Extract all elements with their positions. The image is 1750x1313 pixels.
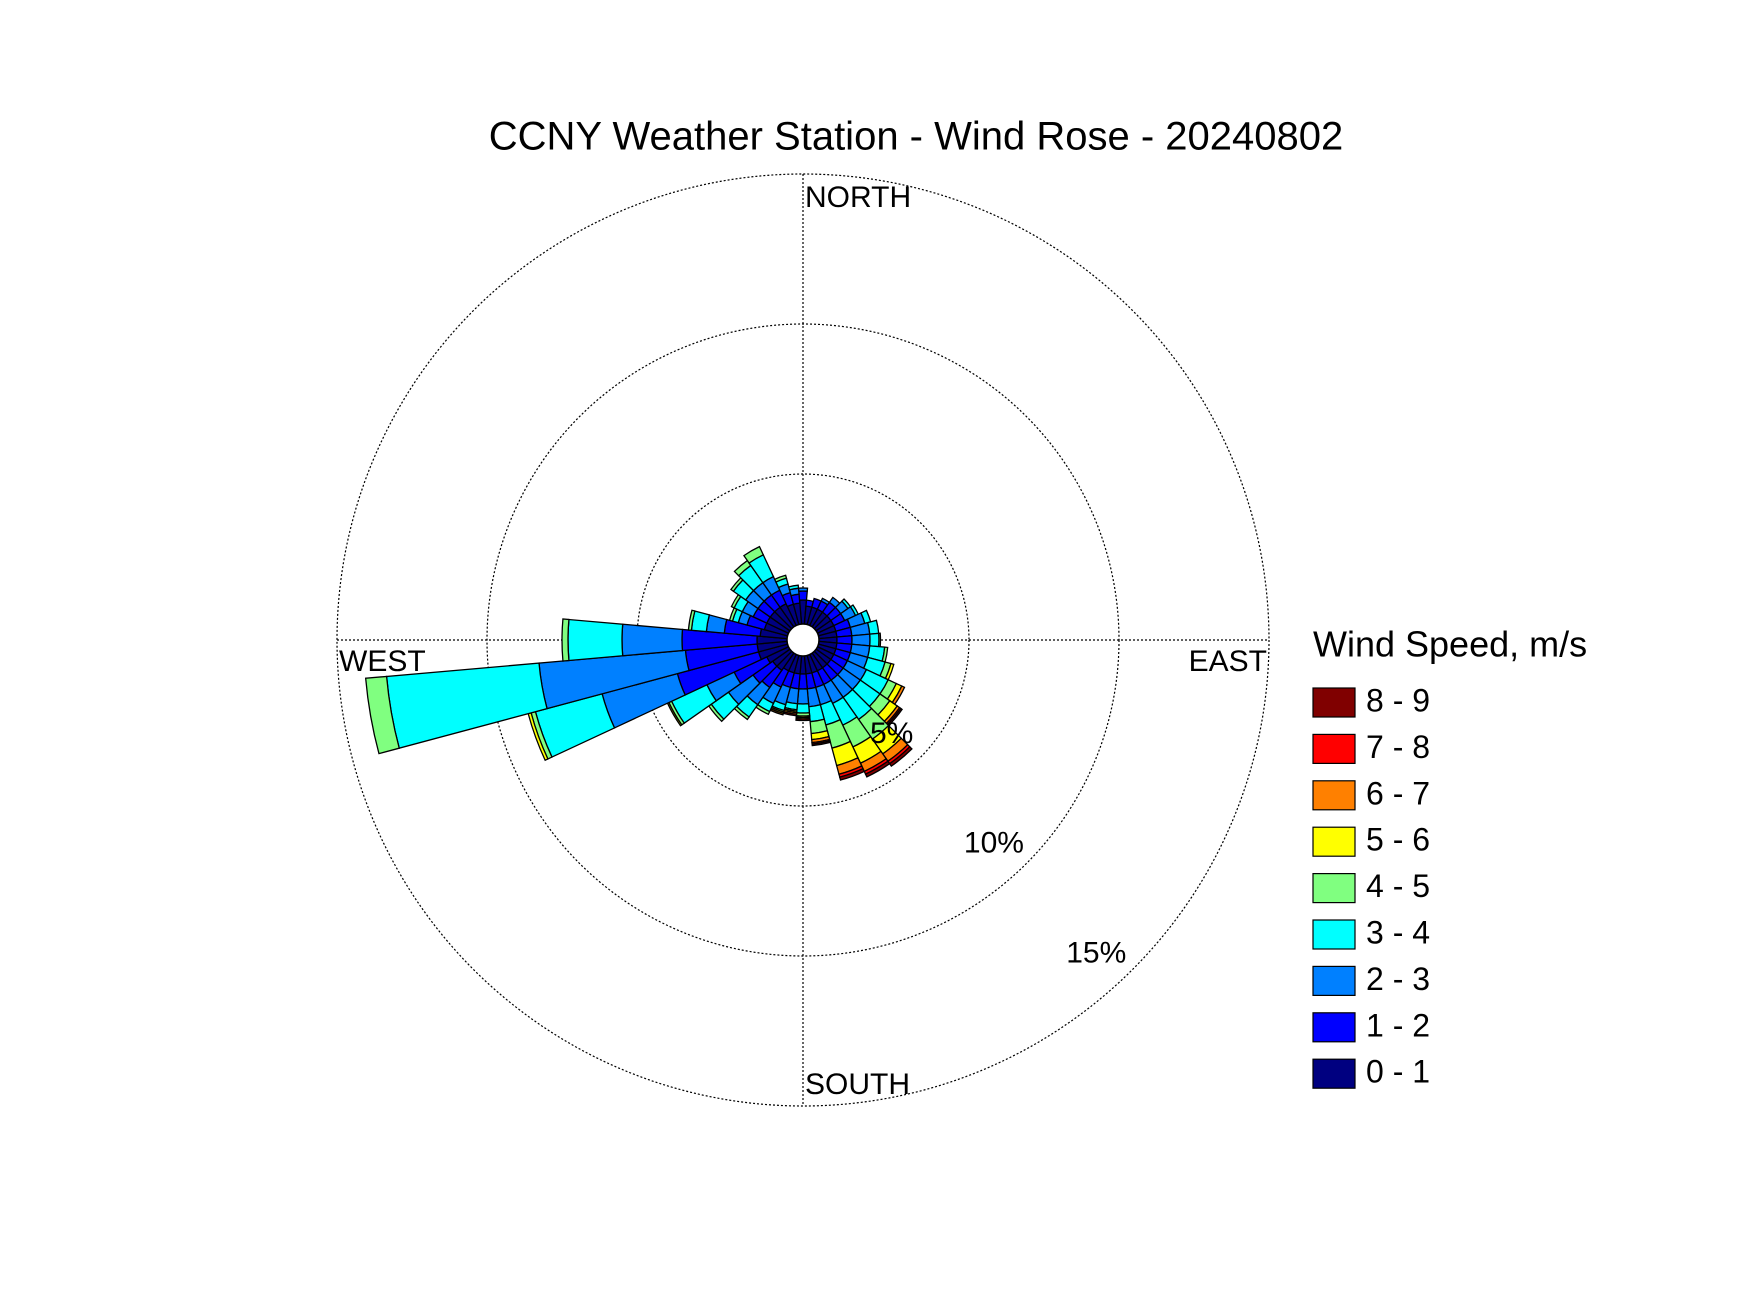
- wind-segment: [878, 632, 882, 648]
- legend-title: Wind Speed, m/s: [1313, 624, 1587, 665]
- direction-label: SOUTH: [805, 1068, 910, 1101]
- wind-segment: [811, 740, 832, 747]
- legend-label: 0 - 1: [1366, 1054, 1430, 1090]
- wind-segment: [864, 760, 891, 778]
- wind-segment: [743, 545, 765, 564]
- legend-label: 4 - 5: [1366, 868, 1430, 904]
- legend-label: 7 - 8: [1366, 729, 1430, 765]
- legend-swatch: [1312, 687, 1356, 718]
- legend-swatch: [1312, 872, 1356, 904]
- legend-label: 6 - 7: [1366, 775, 1430, 811]
- legend-swatch: [1312, 780, 1356, 811]
- wind-segment: [687, 609, 696, 631]
- legend-swatch: [1312, 1058, 1356, 1089]
- center-hole: [786, 623, 820, 657]
- wind-segment: [773, 574, 788, 583]
- wind-segment: [866, 619, 880, 635]
- wind-segment: [787, 584, 800, 591]
- wind-segment: [795, 717, 811, 722]
- wind-segment: [364, 675, 401, 755]
- legend-label: 8 - 9: [1366, 682, 1430, 718]
- grid-ring: [336, 173, 1270, 1107]
- ring-label: 10%: [964, 827, 1024, 860]
- ring-label: 5%: [870, 717, 913, 750]
- legend-swatch: [1312, 733, 1356, 765]
- ring-label: 15%: [1066, 936, 1126, 969]
- direction-label: EAST: [1189, 645, 1267, 678]
- direction-label: WEST: [339, 645, 426, 678]
- legend-label: 1 - 2: [1366, 1007, 1430, 1043]
- wind-segment: [838, 767, 866, 781]
- legend-label: 3 - 4: [1366, 914, 1430, 950]
- wind-segment: [797, 587, 809, 592]
- legend-label: 5 - 6: [1366, 822, 1430, 858]
- legend-label: 2 - 3: [1366, 961, 1430, 997]
- legend-swatch: [1312, 919, 1356, 950]
- wind-segment: [621, 623, 684, 657]
- chart-title: CCNY Weather Station - Wind Rose - 20240…: [489, 115, 1344, 159]
- legend-swatch: [1312, 1012, 1356, 1043]
- legend-swatch: [1312, 826, 1356, 857]
- wind-segment: [567, 618, 624, 662]
- wind-segment: [869, 632, 880, 648]
- wind-segment: [795, 703, 811, 714]
- direction-label: NORTH: [805, 181, 911, 214]
- wind-segment: [888, 745, 913, 768]
- legend-swatch: [1312, 965, 1356, 997]
- wind-segment: [561, 618, 570, 662]
